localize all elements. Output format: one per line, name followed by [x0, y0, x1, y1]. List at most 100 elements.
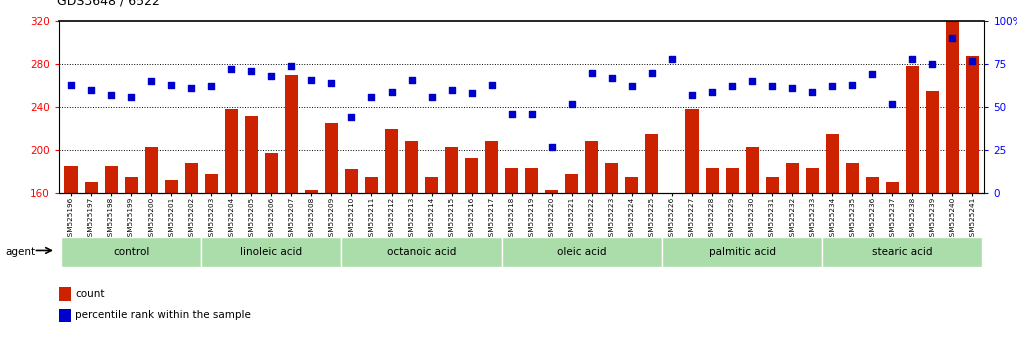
Bar: [385, 129, 398, 193]
Bar: [165, 180, 178, 193]
Point: [824, 84, 840, 89]
Point: [443, 87, 460, 93]
Bar: [225, 109, 238, 193]
Point: [924, 61, 941, 67]
Bar: [105, 166, 118, 193]
Point: [584, 70, 600, 76]
Bar: [822, 237, 982, 267]
Bar: [501, 237, 662, 267]
Bar: [505, 168, 519, 193]
Bar: [745, 147, 759, 193]
Bar: [646, 134, 658, 193]
Point: [704, 89, 720, 95]
Point: [464, 91, 480, 96]
Bar: [906, 66, 918, 193]
Point: [804, 89, 821, 95]
Text: agent: agent: [5, 247, 36, 257]
Bar: [264, 153, 278, 193]
Point: [163, 82, 179, 87]
Point: [243, 68, 259, 74]
Bar: [846, 163, 858, 193]
Bar: [445, 147, 458, 193]
Bar: [886, 182, 899, 193]
Bar: [826, 134, 839, 193]
Bar: [925, 91, 939, 193]
Text: GDS3648 / 6522: GDS3648 / 6522: [57, 0, 160, 7]
Point: [944, 35, 960, 41]
Point: [223, 67, 239, 72]
Text: percentile rank within the sample: percentile rank within the sample: [75, 310, 251, 320]
Point: [143, 79, 160, 84]
Bar: [725, 168, 738, 193]
Point: [63, 82, 79, 87]
Bar: [685, 109, 699, 193]
Point: [83, 87, 100, 93]
Point: [563, 101, 580, 107]
Bar: [125, 177, 137, 193]
Bar: [345, 169, 358, 193]
Bar: [625, 177, 639, 193]
Point: [363, 94, 379, 99]
Point: [483, 82, 499, 87]
Point: [784, 85, 800, 91]
Point: [744, 79, 761, 84]
Bar: [144, 147, 158, 193]
Bar: [706, 168, 719, 193]
Bar: [662, 237, 822, 267]
Text: linoleic acid: linoleic acid: [240, 247, 302, 257]
Bar: [865, 177, 879, 193]
Point: [423, 94, 439, 99]
Text: palmitic acid: palmitic acid: [709, 247, 776, 257]
Point: [683, 92, 700, 98]
Bar: [805, 168, 819, 193]
Bar: [324, 123, 338, 193]
Bar: [185, 163, 197, 193]
Point: [203, 84, 220, 89]
Bar: [64, 166, 77, 193]
Point: [964, 58, 980, 64]
Text: oleic acid: oleic acid: [557, 247, 606, 257]
Point: [844, 82, 860, 87]
Bar: [425, 177, 438, 193]
Bar: [786, 163, 798, 193]
Point: [724, 84, 740, 89]
Bar: [565, 173, 579, 193]
Point: [383, 89, 400, 95]
Text: count: count: [75, 289, 105, 299]
Point: [764, 84, 780, 89]
Point: [524, 111, 540, 117]
Bar: [365, 177, 378, 193]
Bar: [545, 190, 558, 193]
Point: [864, 72, 881, 77]
Bar: [245, 116, 257, 193]
Point: [123, 94, 139, 99]
Text: stearic acid: stearic acid: [872, 247, 933, 257]
Bar: [966, 56, 979, 193]
Bar: [605, 163, 618, 193]
Bar: [342, 237, 501, 267]
Bar: [84, 182, 98, 193]
Point: [183, 85, 199, 91]
Text: octanoic acid: octanoic acid: [386, 247, 457, 257]
Bar: [766, 177, 779, 193]
Bar: [285, 75, 298, 193]
Point: [604, 75, 620, 81]
Point: [344, 115, 360, 120]
Point: [623, 84, 640, 89]
Bar: [61, 237, 201, 267]
Text: control: control: [113, 247, 149, 257]
Bar: [586, 141, 598, 193]
Point: [404, 77, 420, 82]
Point: [263, 73, 280, 79]
Point: [904, 56, 920, 62]
Point: [103, 92, 119, 98]
Point: [283, 63, 299, 69]
Point: [303, 77, 319, 82]
Bar: [201, 237, 342, 267]
Point: [544, 144, 560, 149]
Bar: [305, 190, 318, 193]
Point: [503, 111, 520, 117]
Bar: [485, 141, 498, 193]
Point: [323, 80, 340, 86]
Bar: [204, 173, 218, 193]
